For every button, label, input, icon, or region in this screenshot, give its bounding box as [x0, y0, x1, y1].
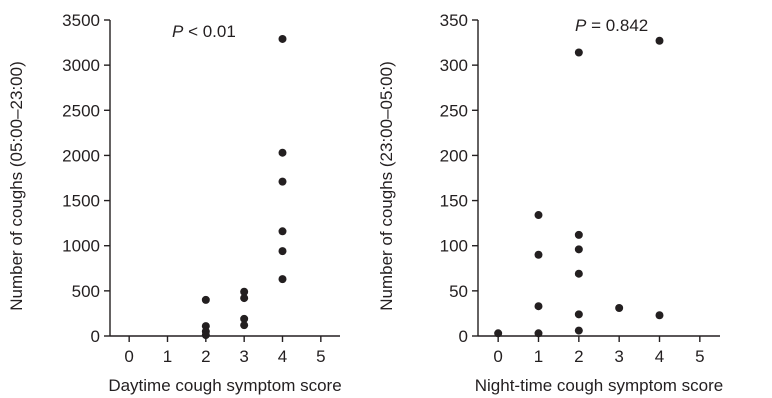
- y-tick-label: 3000: [62, 56, 100, 75]
- scatter-point: [240, 287, 249, 296]
- scatter-point: [615, 304, 624, 313]
- x-tick-label: 5: [316, 347, 325, 366]
- x-tick-label: 1: [163, 347, 172, 366]
- y-tick-label: 2500: [62, 101, 100, 120]
- scatter-point: [574, 230, 583, 239]
- scatter-point: [534, 250, 543, 259]
- x-tick-label: 0: [124, 347, 133, 366]
- y-tick-label: 0: [459, 327, 468, 346]
- scatter-point: [278, 227, 287, 236]
- scatter-point: [534, 329, 543, 338]
- scatter-point: [655, 311, 664, 320]
- y-axis-label: Number of coughs (23:00–05:00): [377, 61, 396, 311]
- y-tick-label: 3500: [62, 11, 100, 30]
- y-tick-label: 250: [440, 101, 468, 120]
- p-symbol: P: [172, 22, 184, 41]
- scatter-point: [278, 177, 287, 186]
- x-tick-label: 4: [655, 347, 664, 366]
- y-axis-label: Number of coughs (05:00–23:00): [7, 61, 26, 311]
- y-tick-label: 100: [440, 237, 468, 256]
- night-time-cough-scatter-panel: 0 50 100 150 200 250 300 350 0 1 2 3 4 5 Night-time co…: [377, 11, 723, 395]
- scatter-point: [278, 148, 287, 157]
- scatter-point: [278, 275, 287, 284]
- y-tick-label: 1000: [62, 237, 100, 256]
- x-tick-label: 2: [201, 347, 210, 366]
- scatter-point: [574, 245, 583, 254]
- p-value-annotation: P = 0.842: [575, 16, 648, 35]
- scatter-point: [494, 329, 503, 338]
- p-value-text: < 0.01: [183, 22, 235, 41]
- y-tick-label: 50: [449, 282, 468, 301]
- scatter-point: [574, 326, 583, 335]
- y-tick-label: 350: [440, 11, 468, 30]
- scatter-point: [240, 294, 249, 303]
- y-tick-label: 200: [440, 146, 468, 165]
- p-symbol: P: [575, 16, 587, 35]
- x-tick-label: 3: [614, 347, 623, 366]
- scatter-point: [574, 48, 583, 57]
- x-tick-label: 4: [278, 347, 287, 366]
- scatter-point: [534, 302, 543, 311]
- y-tick-label: 0: [91, 327, 100, 346]
- daytime-cough-scatter-panel: 0 500 1000 1500 2000 2500 3000 3500 0 1 2 3 4 5 Daytim…: [7, 11, 342, 395]
- x-axis-label: Daytime cough symptom score: [108, 376, 341, 395]
- scatter-point: [240, 321, 249, 330]
- x-tick-label: 3: [239, 347, 248, 366]
- y-tick-label: 150: [440, 192, 468, 211]
- y-tick-label: 500: [72, 282, 100, 301]
- scatter-point: [655, 36, 664, 45]
- scatter-point: [240, 314, 249, 323]
- scatter-point: [574, 310, 583, 319]
- x-axis-label: Night-time cough symptom score: [475, 376, 723, 395]
- y-tick-label: 2000: [62, 146, 100, 165]
- scatter-point: [201, 295, 210, 304]
- x-tick-label: 1: [534, 347, 543, 366]
- scatter-point: [574, 269, 583, 278]
- p-value-annotation: P < 0.01: [172, 22, 236, 41]
- scatter-point: [534, 211, 543, 220]
- x-tick-label: 2: [574, 347, 583, 366]
- y-tick-label: 1500: [62, 192, 100, 211]
- x-tick-label: 5: [695, 347, 704, 366]
- scatter-point: [201, 331, 210, 340]
- scatter-point: [278, 247, 287, 256]
- scatter-point: [278, 34, 287, 43]
- y-tick-label: 300: [440, 56, 468, 75]
- x-tick-label: 0: [493, 347, 502, 366]
- p-value-text: = 0.842: [586, 16, 648, 35]
